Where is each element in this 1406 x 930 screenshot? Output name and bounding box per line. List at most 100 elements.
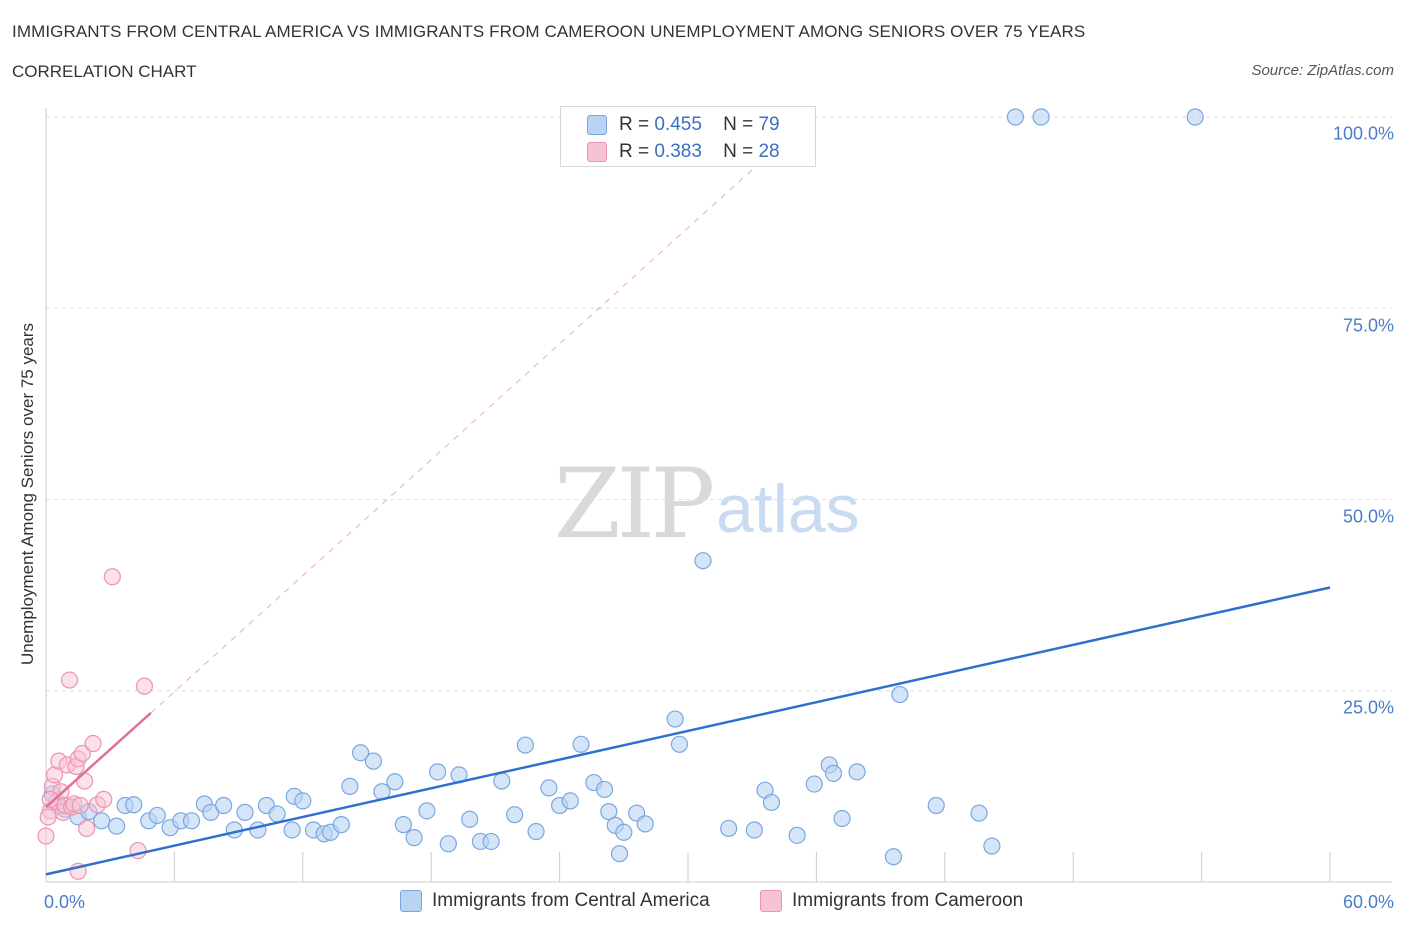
data-point-central-america <box>125 796 143 814</box>
data-point-central-america <box>1186 108 1204 126</box>
data-point-cameroon <box>103 568 121 586</box>
data-point-central-america <box>600 803 618 821</box>
data-point-cameroon <box>37 827 55 845</box>
data-point-central-america <box>482 832 500 851</box>
data-point-central-america <box>283 821 301 839</box>
data-point-central-america <box>236 803 254 821</box>
data-point-cameroon <box>39 808 57 826</box>
data-point-central-america <box>341 777 359 795</box>
data-point-central-america <box>429 763 447 781</box>
watermark-atlas: atlas <box>716 471 860 547</box>
data-point-central-america <box>493 772 511 790</box>
source-label: Source: ZipAtlas.com <box>1251 62 1394 79</box>
data-point-central-america <box>1006 108 1025 126</box>
legend-row-central-america: R = 0.455 N = 79 <box>587 113 780 137</box>
data-point-central-america <box>805 775 823 793</box>
data-point-central-america <box>561 792 579 810</box>
data-point-central-america <box>215 796 233 815</box>
data-point-central-america <box>364 752 383 770</box>
data-point-central-america <box>516 736 534 754</box>
data-point-central-america <box>788 826 806 844</box>
legend-n-label: N = <box>723 114 754 135</box>
data-point-central-america <box>833 809 851 828</box>
data-point-cameroon <box>135 677 154 695</box>
data-point-central-america <box>506 806 524 824</box>
data-point-cameroon <box>41 790 59 808</box>
y-axis-label: Unemployment Among Seniors over 75 years <box>18 322 37 666</box>
trendline-central-america <box>45 586 1331 876</box>
data-point-central-america <box>824 764 843 782</box>
data-point-cameroon <box>71 796 89 815</box>
data-point-central-america <box>610 845 629 863</box>
data-point-cameroon <box>75 772 94 790</box>
data-point-central-america <box>720 819 738 838</box>
data-point-central-america <box>927 796 945 815</box>
legend-r-value: 0.383 <box>654 141 702 162</box>
bottom-legend-central-america: Immigrants from Central America <box>400 890 710 912</box>
trendline-cameroon <box>45 712 152 808</box>
data-point-central-america <box>884 848 903 866</box>
trendline-cameroon-extended <box>150 165 757 714</box>
watermark-zip: ZIP <box>554 448 715 560</box>
data-point-central-america <box>1032 108 1050 126</box>
data-point-central-america <box>249 821 267 839</box>
bottom-legend-cameroon: Immigrants from Cameroon <box>760 890 1023 912</box>
legend-swatch-pink <box>587 142 607 162</box>
legend-swatch-blue <box>587 115 607 135</box>
data-point-central-america <box>527 822 545 841</box>
data-point-cameroon <box>78 819 96 838</box>
y-tick-label-100: 100.0% <box>1332 123 1394 144</box>
data-point-central-america <box>572 735 590 753</box>
data-point-cameroon <box>95 790 113 808</box>
y-tick-label-50: 50.0% <box>1342 506 1394 527</box>
data-point-central-america <box>595 780 614 799</box>
x-tick-label-max: 60.0% <box>1342 892 1394 912</box>
data-point-central-america <box>294 792 312 810</box>
data-point-central-america <box>332 816 350 834</box>
data-point-central-america <box>762 793 781 812</box>
data-point-central-america <box>148 806 166 825</box>
data-point-central-america <box>182 812 201 830</box>
data-point-central-america <box>970 804 988 822</box>
data-point-central-america <box>745 821 763 839</box>
bottom-legend-label-pink: Immigrants from Cameroon <box>792 890 1024 911</box>
data-point-central-america <box>540 779 558 797</box>
data-point-central-america <box>615 823 633 841</box>
legend-r-label: R = <box>619 114 650 135</box>
legend-r-label: R = <box>619 141 650 162</box>
data-point-central-america <box>108 817 126 835</box>
data-point-central-america <box>439 835 457 853</box>
x-tick-label-min: 0.0% <box>44 892 86 912</box>
bottom-legend-label-blue: Immigrants from Central America <box>432 890 710 911</box>
data-point-central-america <box>418 802 436 820</box>
chart-title: IMMIGRANTS FROM CENTRAL AMERICA VS IMMIG… <box>12 22 1086 41</box>
data-point-cameroon <box>73 744 91 763</box>
legend-n-label: N = <box>723 141 754 162</box>
y-tick-label-25: 25.0% <box>1342 697 1394 718</box>
data-point-central-america <box>405 829 423 847</box>
data-point-central-america <box>268 805 286 823</box>
data-point-central-america <box>694 552 712 570</box>
legend-n-value: 79 <box>758 114 780 135</box>
data-point-central-america <box>636 815 654 833</box>
data-point-central-america <box>983 837 1001 855</box>
data-point-central-america <box>891 685 909 704</box>
y-tick-label-75: 75.0% <box>1342 315 1394 336</box>
legend-n-value: 28 <box>758 141 780 162</box>
chart-subtitle: CORRELATION CHART <box>12 62 197 81</box>
data-point-central-america <box>848 763 866 781</box>
legend-row-cameroon: R = 0.383 N = 28 <box>587 140 780 164</box>
data-point-central-america <box>394 816 412 834</box>
data-point-central-america <box>93 812 111 830</box>
bottom-legend-swatch-pink <box>760 890 782 912</box>
data-point-cameroon <box>84 734 102 753</box>
data-point-central-america <box>461 810 479 828</box>
data-point-central-america <box>666 710 684 728</box>
data-point-central-america <box>386 773 404 791</box>
bottom-legend-swatch-blue <box>400 890 422 912</box>
correlation-legend: R = 0.455 N = 79 R = 0.383 N = 28 <box>560 106 816 167</box>
data-point-cameroon <box>60 671 79 689</box>
data-point-central-america <box>351 744 370 762</box>
data-point-central-america <box>670 735 689 753</box>
